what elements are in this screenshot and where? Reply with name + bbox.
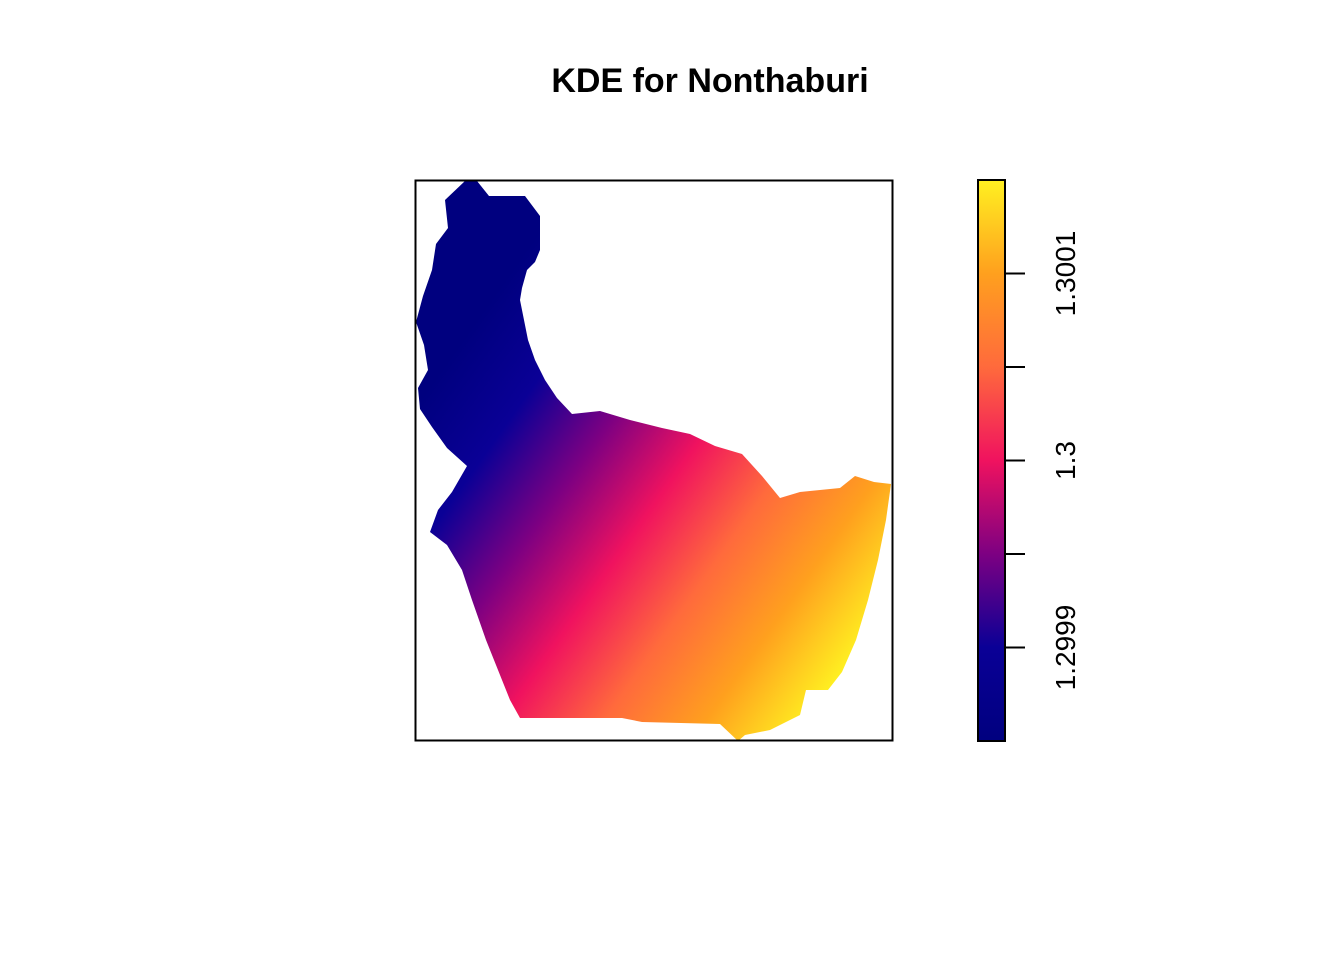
chart-title: KDE for Nonthaburi xyxy=(551,62,868,100)
colorbar-ticks: 1.2999 1.3 1.3001 xyxy=(1005,231,1081,691)
colorbar-tick-label: 1.2999 xyxy=(1050,605,1081,691)
colorbar: 1.2999 1.3 1.3001 xyxy=(977,179,1081,742)
colorbar-tick-label: 1.3001 xyxy=(1050,231,1081,317)
kde-surface xyxy=(416,181,891,741)
kde-map xyxy=(416,181,891,741)
plot-frame xyxy=(414,179,894,742)
colorbar-tick-label: 1.3 xyxy=(1050,441,1081,480)
colorbar-fill xyxy=(978,180,1005,741)
